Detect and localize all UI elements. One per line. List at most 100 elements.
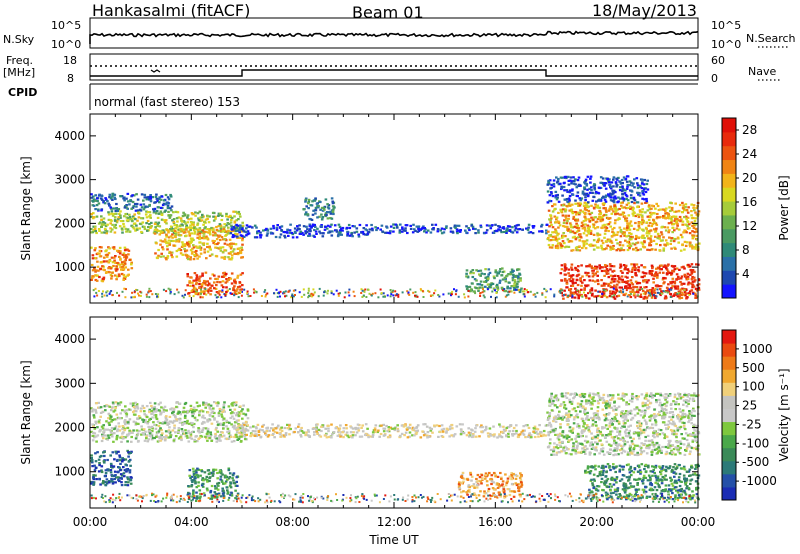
data-cell [585,239,589,242]
data-cell [683,267,686,270]
data-cell [563,242,566,245]
data-cell [247,225,250,228]
data-cell [547,236,550,240]
data-cell [314,209,318,212]
data-cell [564,210,567,213]
data-cell [571,236,575,239]
data-cell [218,407,222,411]
data-cell [222,409,225,412]
data-cell [219,434,222,437]
data-cell [569,226,573,229]
data-cell [189,284,192,287]
data-cell [657,235,660,238]
data-cell [199,495,202,498]
data-cell [622,211,626,214]
data-cell [662,247,666,250]
colorbar-tick-label: 24 [742,147,757,161]
data-cell [190,437,194,440]
data-cell [590,266,594,269]
data-cell [611,270,614,273]
data-cell [222,406,226,409]
data-cell [362,233,365,236]
data-cell [583,206,587,210]
data-cell [322,206,326,209]
data-cell [485,276,489,279]
data-cell [465,269,469,272]
data-cell [421,430,424,433]
data-cell [180,220,184,223]
data-cell [549,221,552,224]
data-cell [106,438,109,441]
data-cell [147,430,151,433]
data-cell [673,280,677,283]
data-cell [694,245,698,248]
data-cell [110,409,113,412]
data-cell [205,475,209,478]
y-tick-label: 3000 [54,173,85,187]
data-cell [287,428,291,431]
data-cell [548,246,552,249]
data-cell [590,294,594,297]
data-cell [108,429,112,432]
data-cell [614,213,617,216]
data-cell [365,296,368,298]
data-cell [536,428,540,431]
data-cell [658,292,661,295]
data-cell [633,178,636,181]
data-cell [210,497,213,500]
data-cell [592,206,596,209]
data-cell [559,272,563,275]
data-cell [622,199,626,202]
data-cell [216,488,220,491]
data-cell [617,176,620,179]
data-cell [351,436,354,439]
data-cell [187,240,191,243]
data-cell [122,268,126,271]
data-cell [142,420,145,423]
data-cell [577,204,580,207]
data-cell [478,286,482,289]
data-cell [697,210,701,213]
data-cell [637,266,640,269]
data-cell [144,421,147,424]
data-cell [623,215,627,218]
data-cell [255,236,259,239]
data-cell [613,204,616,208]
data-cell [603,274,606,277]
data-cell [593,244,597,247]
data-cell [693,209,696,212]
data-cell [206,480,209,483]
data-cell [228,421,231,424]
colorbar-segment [722,159,736,174]
data-cell [612,233,615,236]
data-cell [317,206,320,209]
data-cell [346,230,349,233]
data-cell [686,211,690,214]
data-cell [640,223,644,226]
colorbar-segment [722,131,736,147]
data-cell [683,291,687,294]
data-cell [642,292,645,295]
data-cell [171,219,174,222]
data-cell [159,198,163,201]
data-cell [682,293,685,296]
data-cell [329,212,333,215]
data-cell [192,295,195,298]
data-cell [237,411,241,414]
data-cell [575,230,579,233]
data-cell [692,234,696,237]
data-cell [686,277,690,281]
data-cell [218,410,221,413]
data-cell [561,294,565,297]
data-cell [505,231,508,234]
data-cell [384,295,386,298]
data-cell [178,234,182,237]
data-cell [217,484,220,487]
data-cell [631,283,635,286]
data-cell [235,421,239,424]
data-cell [566,229,570,232]
data-cell [128,258,132,261]
data-cell [401,230,404,233]
data-cell [161,248,165,251]
data-cell [153,210,156,213]
